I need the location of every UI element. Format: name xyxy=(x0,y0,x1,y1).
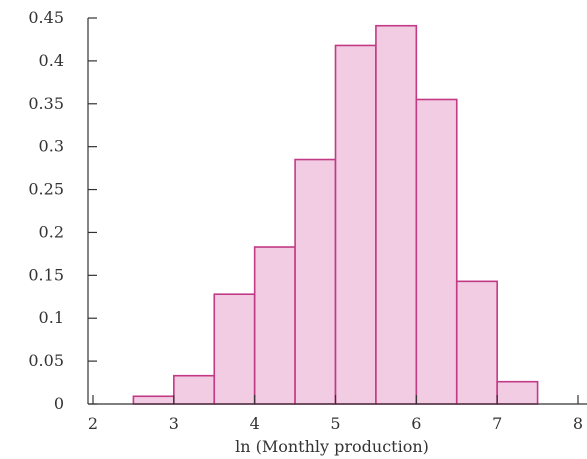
histogram-bar-6 xyxy=(375,24,418,405)
x-tick-label-3: 5 xyxy=(330,414,340,433)
histogram-bar-9 xyxy=(496,380,539,405)
chart-axes xyxy=(87,18,587,405)
y-tick-label-8: 0.4 xyxy=(39,51,64,70)
y-tick-label-3: 0.15 xyxy=(28,265,64,284)
y-tick-label-6: 0.3 xyxy=(39,137,64,156)
histogram-bar-3 xyxy=(253,246,296,405)
y-tick-label-4: 0.2 xyxy=(39,222,64,241)
histogram-bar-4 xyxy=(294,158,337,405)
x-tick-label-2: 4 xyxy=(250,414,260,433)
histogram-bar-5 xyxy=(334,44,377,405)
histogram-bar-0 xyxy=(132,395,175,405)
histogram-bar-7 xyxy=(415,98,458,405)
histogram-bar-8 xyxy=(455,280,498,405)
x-axis-title: ln (Monthly production) xyxy=(235,437,429,456)
y-tick-label-1: 0.05 xyxy=(28,351,64,370)
y-tick-label-0: 0 xyxy=(54,394,64,413)
histogram-bar-1 xyxy=(173,374,216,405)
y-axis-ticks: 0 0.05 0.1 0.15 0.2 0.25 0.3 0.35 0.4 0.45 xyxy=(28,8,97,413)
histogram-bar-2 xyxy=(213,293,256,405)
x-tick-label-6: 8 xyxy=(573,414,583,433)
y-tick-label-9: 0.45 xyxy=(28,8,64,27)
y-tick-label-5: 0.25 xyxy=(28,180,64,199)
y-tick-label-7: 0.35 xyxy=(28,94,64,113)
x-tick-label-5: 7 xyxy=(492,414,502,433)
x-tick-label-1: 3 xyxy=(169,414,179,433)
x-tick-label-0: 2 xyxy=(88,414,98,433)
x-axis-ticks: 2 3 4 5 6 7 8 xyxy=(88,395,583,433)
histogram-bars xyxy=(132,24,539,405)
x-tick-label-4: 6 xyxy=(411,414,421,433)
y-tick-label-2: 0.1 xyxy=(39,308,64,327)
